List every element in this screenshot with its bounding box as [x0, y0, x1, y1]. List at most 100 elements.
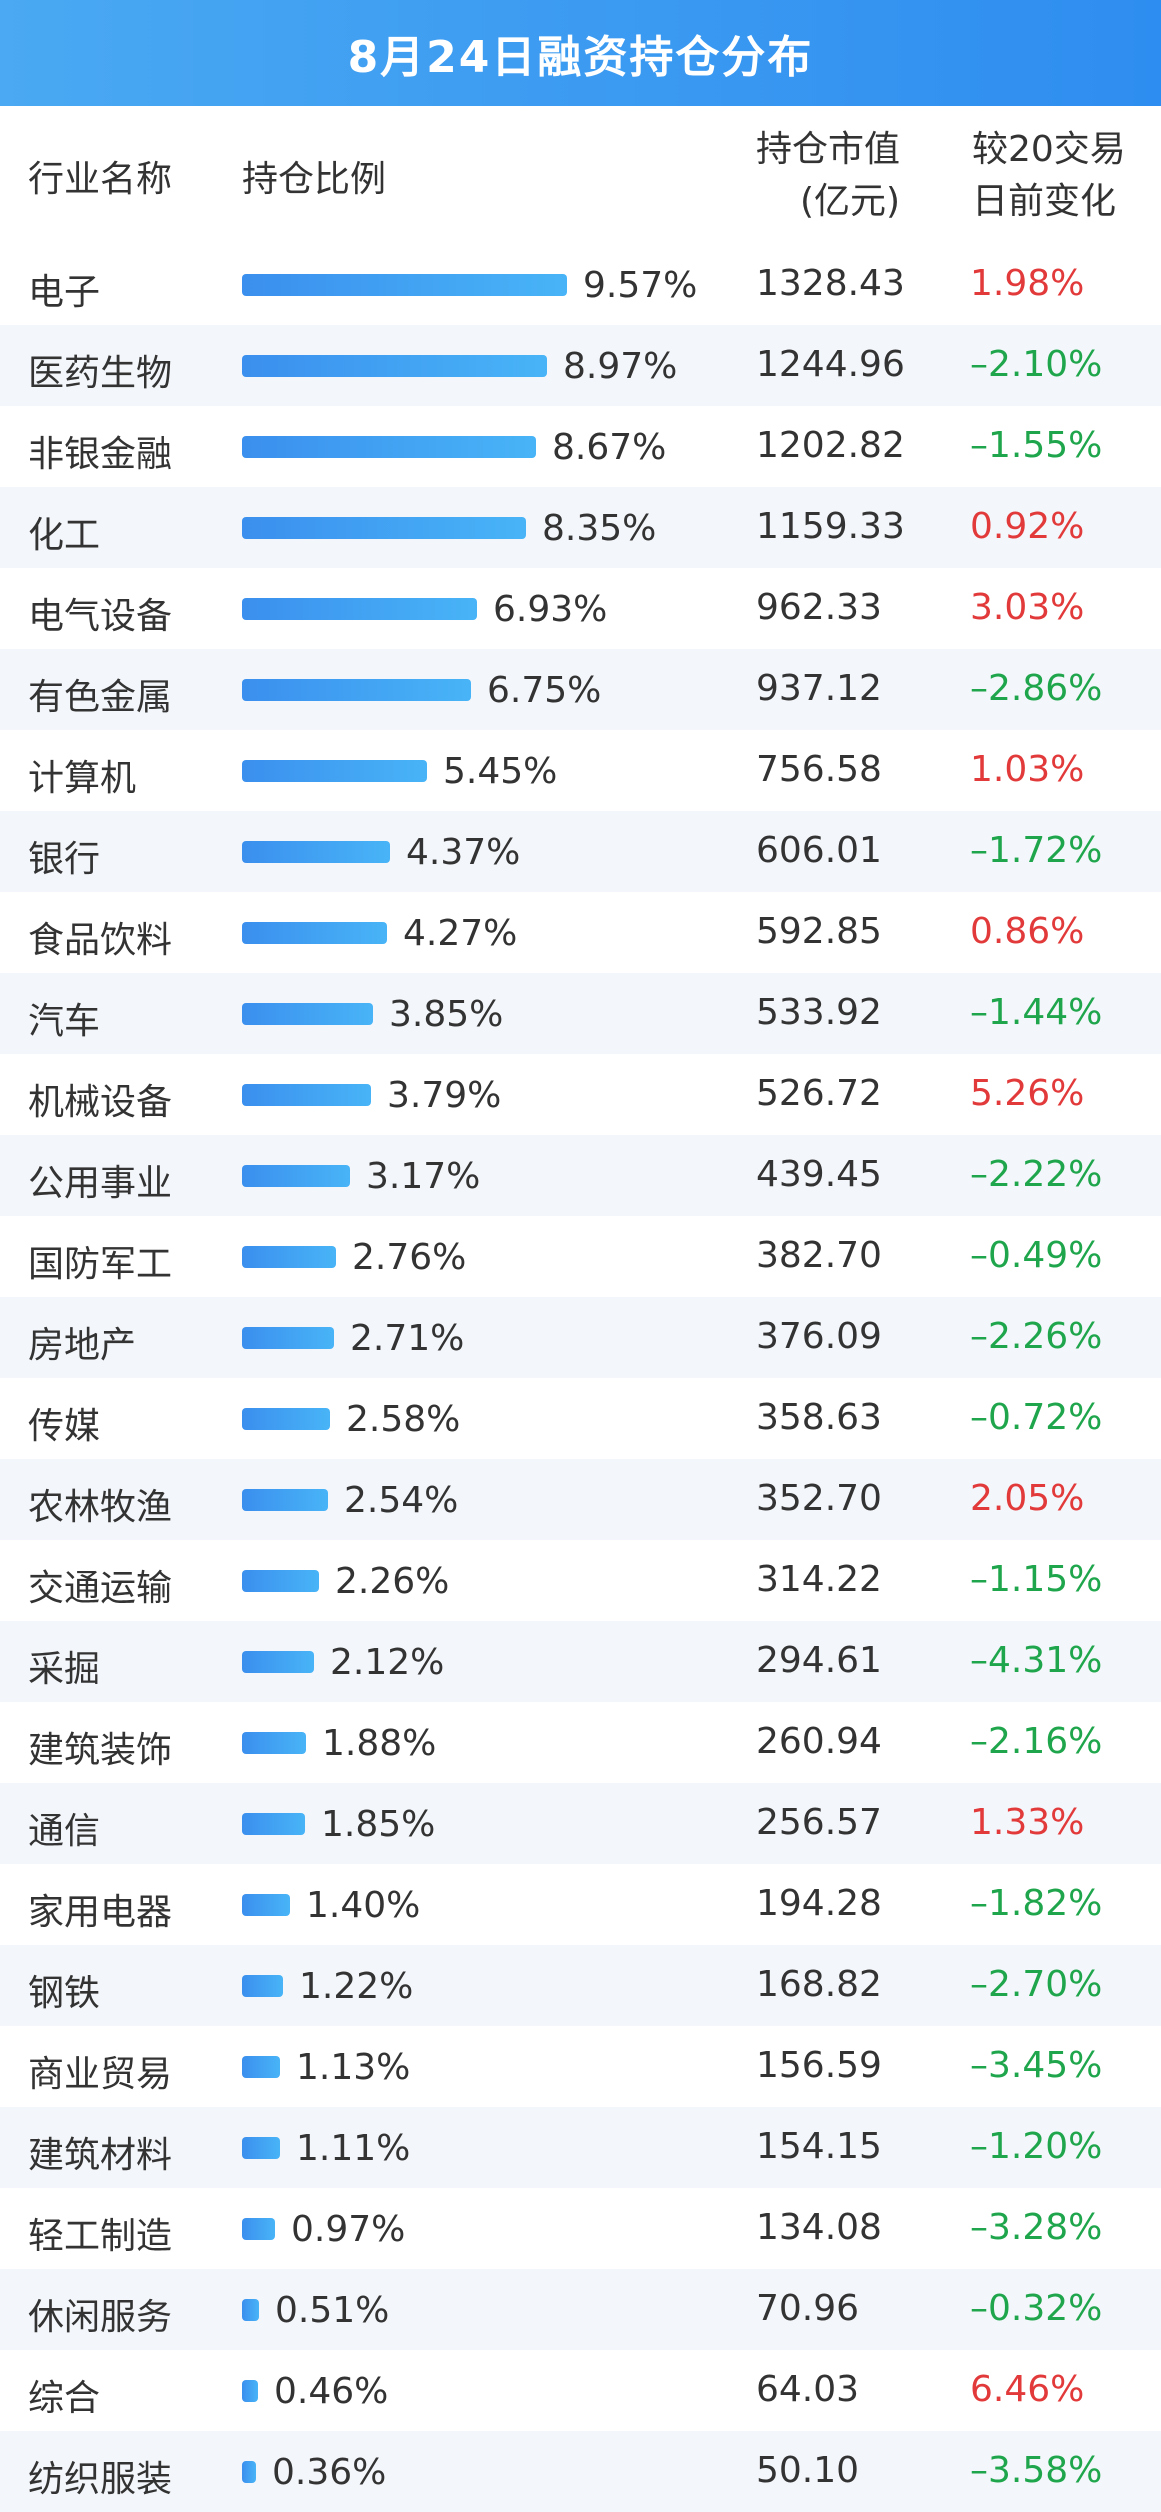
holding-ratio-bar	[242, 1489, 328, 1511]
holding-ratio-label: 0.97%	[291, 2209, 406, 2250]
industry-name: 食品饮料	[28, 920, 173, 961]
market-value: 592.85	[756, 911, 882, 952]
holding-ratio-label: 1.13%	[296, 2047, 411, 2088]
market-value: 260.94	[756, 1721, 882, 1762]
table-row: 公用事业 3.17% 439.45 –2.22%	[0, 1135, 1161, 1216]
change-value: –0.32%	[970, 2288, 1103, 2329]
holding-ratio-bar	[242, 1165, 350, 1187]
table-row: 国防军工 2.76% 382.70 –0.49%	[0, 1216, 1161, 1297]
industry-name: 轻工制造	[28, 2216, 173, 2257]
header-change-line2: 日前变化	[972, 181, 1117, 222]
table-body: 电子 9.57% 1328.43 1.98% 医药生物 8.97% 1244.96 –2.10…	[0, 244, 1161, 2512]
holding-ratio-label: 0.46%	[274, 2371, 389, 2412]
market-value: 256.57	[756, 1802, 882, 1843]
change-value: 0.92%	[970, 506, 1085, 547]
industry-name: 化工	[28, 515, 101, 556]
header-industry-name: 行业名称	[28, 159, 173, 200]
table-row: 食品饮料 4.27% 592.85 0.86%	[0, 892, 1161, 973]
holding-ratio-bar	[242, 2056, 280, 2078]
change-value: –2.10%	[970, 344, 1103, 385]
holding-ratio-bar	[242, 2461, 256, 2483]
change-value: –2.16%	[970, 1721, 1103, 1762]
industry-name: 钢铁	[28, 1973, 101, 2014]
industry-name: 银行	[28, 839, 101, 880]
change-value: –3.28%	[970, 2207, 1103, 2248]
change-value: –4.31%	[970, 1640, 1103, 1681]
header-market-value-line1: 持仓市值	[756, 129, 901, 170]
holding-ratio-label: 4.37%	[406, 832, 521, 873]
change-value: 5.26%	[970, 1073, 1085, 1114]
market-value: 1159.33	[756, 506, 905, 547]
holding-ratio-label: 1.11%	[296, 2128, 411, 2169]
holding-ratio-bar	[242, 1813, 305, 1835]
change-value: –3.58%	[970, 2450, 1103, 2491]
market-value: 606.01	[756, 830, 882, 871]
table-row: 化工 8.35% 1159.33 0.92%	[0, 487, 1161, 568]
page-title: 8月24日融资持仓分布	[0, 0, 1161, 106]
market-value: 50.10	[756, 2450, 860, 2491]
table-row: 传媒 2.58% 358.63 –0.72%	[0, 1378, 1161, 1459]
change-value: 1.03%	[970, 749, 1085, 790]
market-value: 156.59	[756, 2045, 882, 2086]
header-change: 较20交易 日前变化	[972, 124, 1126, 228]
industry-name: 房地产	[28, 1325, 137, 1366]
market-value: 526.72	[756, 1073, 882, 1114]
change-value: –1.20%	[970, 2126, 1103, 2167]
holding-ratio-bar	[242, 355, 547, 377]
market-value: 1328.43	[756, 263, 905, 304]
holding-ratio-label: 8.67%	[552, 427, 667, 468]
holding-ratio-label: 2.71%	[350, 1318, 465, 1359]
holding-ratio-bar	[242, 760, 427, 782]
table-row: 家用电器 1.40% 194.28 –1.82%	[0, 1864, 1161, 1945]
holding-ratio-label: 0.36%	[272, 2452, 387, 2493]
market-value: 1202.82	[756, 425, 905, 466]
change-value: –1.72%	[970, 830, 1103, 871]
market-value: 70.96	[756, 2288, 860, 2329]
table-row: 建筑装饰 1.88% 260.94 –2.16%	[0, 1702, 1161, 1783]
industry-name: 通信	[28, 1811, 101, 1852]
market-value: 314.22	[756, 1559, 882, 1600]
holding-ratio-label: 6.93%	[493, 589, 608, 630]
change-value: –2.22%	[970, 1154, 1103, 1195]
change-value: –2.70%	[970, 1964, 1103, 2005]
change-value: 2.05%	[970, 1478, 1085, 1519]
change-value: 3.03%	[970, 587, 1085, 628]
table-row: 交通运输 2.26% 314.22 –1.15%	[0, 1540, 1161, 1621]
table-row: 采掘 2.12% 294.61 –4.31%	[0, 1621, 1161, 1702]
table-row: 计算机 5.45% 756.58 1.03%	[0, 730, 1161, 811]
industry-name: 公用事业	[28, 1163, 173, 1204]
header-market-value: 持仓市值 (亿元)	[756, 124, 900, 228]
holding-ratio-label: 6.75%	[487, 670, 602, 711]
holding-ratio-bar	[242, 1651, 314, 1673]
change-value: –3.45%	[970, 2045, 1103, 2086]
header-market-value-line2: (亿元)	[800, 181, 901, 222]
holding-ratio-bar	[242, 841, 390, 863]
holding-ratio-bar	[242, 517, 526, 539]
table-row: 建筑材料 1.11% 154.15 –1.20%	[0, 2107, 1161, 2188]
market-value: 352.70	[756, 1478, 882, 1519]
holding-ratio-label: 5.45%	[443, 751, 558, 792]
change-value: –1.55%	[970, 425, 1103, 466]
industry-name: 国防军工	[28, 1244, 173, 1285]
holding-ratio-label: 1.22%	[299, 1966, 414, 2007]
industry-name: 汽车	[28, 1001, 101, 1042]
table-header: 行业名称 持仓比例 持仓市值 (亿元) 较20交易 日前变化	[0, 106, 1161, 244]
table-row: 纺织服装 0.36% 50.10 –3.58%	[0, 2431, 1161, 2512]
table-row: 房地产 2.71% 376.09 –2.26%	[0, 1297, 1161, 1378]
market-value: 154.15	[756, 2126, 882, 2167]
table-row: 农林牧渔 2.54% 352.70 2.05%	[0, 1459, 1161, 1540]
change-value: 1.98%	[970, 263, 1085, 304]
holding-ratio-bar	[242, 1894, 290, 1916]
industry-name: 计算机	[28, 758, 137, 799]
market-value: 533.92	[756, 992, 882, 1033]
holding-ratio-bar	[242, 1084, 371, 1106]
industry-name: 传媒	[28, 1406, 101, 1447]
table-row: 钢铁 1.22% 168.82 –2.70%	[0, 1945, 1161, 2026]
market-value: 294.61	[756, 1640, 882, 1681]
market-value: 168.82	[756, 1964, 882, 2005]
holding-ratio-bar	[242, 1732, 306, 1754]
holding-ratio-label: 1.85%	[321, 1804, 436, 1845]
industry-name: 建筑材料	[28, 2135, 173, 2176]
table-row: 综合 0.46% 64.03 6.46%	[0, 2350, 1161, 2431]
table-row: 医药生物 8.97% 1244.96 –2.10%	[0, 325, 1161, 406]
